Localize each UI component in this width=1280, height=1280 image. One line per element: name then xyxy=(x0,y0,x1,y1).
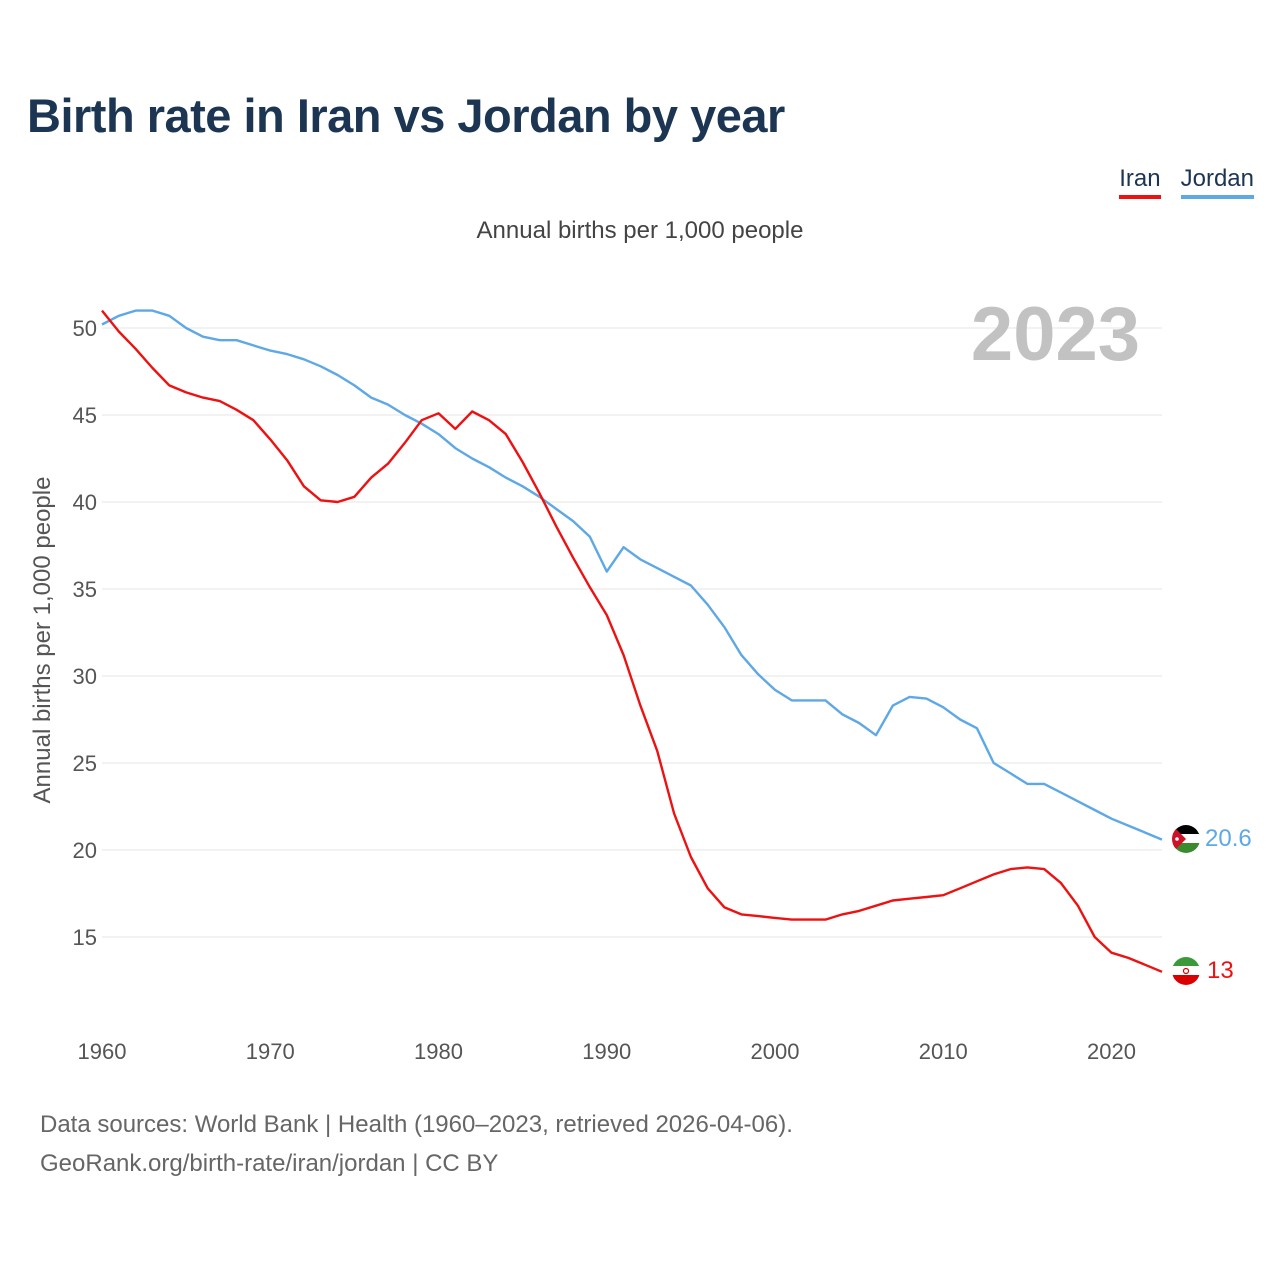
series-line-jordan[interactable] xyxy=(101,309,1163,841)
legend-item-iran[interactable]: Iran xyxy=(1119,165,1161,199)
y-tick-label: 15 xyxy=(73,925,97,950)
x-tick-label: 2020 xyxy=(1087,1039,1136,1064)
y-axis-title: Annual births per 1,000 people xyxy=(29,477,56,804)
current-year-label: 2023 xyxy=(971,292,1140,377)
series-lines xyxy=(101,309,1163,973)
x-tick-label: 1970 xyxy=(246,1039,295,1064)
y-tick-label: 45 xyxy=(73,403,97,428)
y-tick-label: 40 xyxy=(73,490,97,515)
y-tick-label: 30 xyxy=(73,664,97,689)
gridlines xyxy=(102,327,1162,938)
x-axis-ticks: 1960 1970 1980 1990 2000 2010 2020 xyxy=(78,1039,1136,1064)
y-tick-label: 20 xyxy=(73,838,97,863)
legend-item-jordan[interactable]: Jordan xyxy=(1180,165,1254,199)
footer: Data sources: World Bank | Health (1960–… xyxy=(40,1105,793,1183)
x-tick-label: 1960 xyxy=(78,1039,127,1064)
footer-credit[interactable]: GeoRank.org/birth-rate/iran/jordan | CC … xyxy=(40,1150,499,1177)
y-tick-label: 35 xyxy=(73,577,97,602)
series-line-iran[interactable] xyxy=(101,309,1163,973)
footer-sources: Data sources: World Bank | Health (1960–… xyxy=(40,1111,793,1138)
x-tick-label: 1980 xyxy=(414,1039,463,1064)
y-tick-label: 25 xyxy=(73,751,97,776)
iran-flag-icon xyxy=(1172,957,1200,985)
x-tick-label: 2000 xyxy=(751,1039,800,1064)
jordan-flag-icon xyxy=(1172,825,1200,853)
iran-end-value: 13 xyxy=(1207,957,1234,984)
legend: Iran Jordan xyxy=(1119,165,1254,199)
y-axis-ticks: 15 20 25 30 35 40 45 50 xyxy=(73,316,97,950)
jordan-end-value: 20.6 xyxy=(1205,825,1252,852)
chart-title: Birth rate in Iran vs Jordan by year xyxy=(27,89,785,142)
y-tick-label: 50 xyxy=(73,316,97,341)
x-tick-label: 2010 xyxy=(919,1039,968,1064)
chart-subtitle: Annual births per 1,000 people xyxy=(476,217,804,244)
x-tick-label: 1990 xyxy=(582,1039,631,1064)
